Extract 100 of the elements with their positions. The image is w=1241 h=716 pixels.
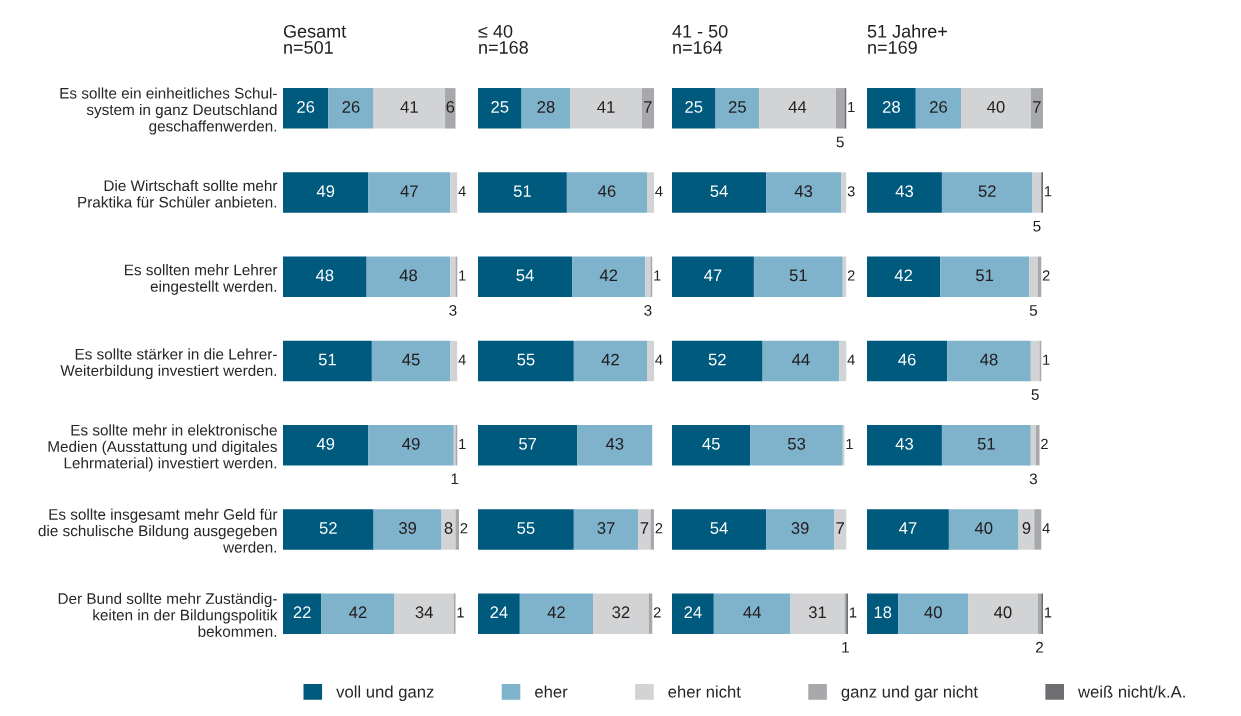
data-label: 4 bbox=[655, 354, 663, 365]
data-label: 1 bbox=[1044, 186, 1052, 197]
bar bbox=[478, 256, 573, 297]
legend-label: voll und ganz bbox=[336, 685, 434, 701]
bar bbox=[371, 340, 451, 382]
data-label: 3 bbox=[1029, 473, 1037, 485]
legend-label: weiß nicht/k.A. bbox=[1078, 685, 1185, 698]
data-label: 1 bbox=[654, 270, 661, 281]
bar bbox=[368, 172, 451, 213]
data-label: 1 bbox=[849, 607, 857, 618]
legend-label: eher bbox=[535, 685, 568, 698]
bar bbox=[321, 593, 395, 634]
data-label: 45 bbox=[702, 438, 720, 450]
bar bbox=[441, 509, 456, 550]
data-label: 54 bbox=[710, 522, 728, 534]
y-tick-label: Es sollten mehr Lehrer eingestellt werden. bbox=[125, 264, 278, 295]
bar bbox=[867, 509, 949, 550]
data-label: 1 bbox=[848, 102, 855, 113]
data-label: 1 bbox=[457, 607, 464, 618]
bar bbox=[867, 256, 941, 297]
data-label: 9 bbox=[1022, 522, 1031, 534]
chart-title: 51 Jahre+ n=169 bbox=[867, 24, 947, 54]
bar bbox=[478, 172, 567, 213]
data-label: 3 bbox=[847, 186, 855, 197]
data-label: 40 bbox=[974, 522, 993, 534]
data-label: 18 bbox=[874, 606, 892, 619]
y-tick-label: Es sollte ein einheitliches Schul- system in ganz Deutschland geschaffenwerden. bbox=[60, 87, 277, 135]
bar bbox=[941, 425, 1031, 466]
bar bbox=[940, 256, 1030, 297]
data-label: 57 bbox=[519, 438, 537, 450]
data-label: 2 bbox=[1041, 438, 1048, 449]
data-label: 51 bbox=[513, 185, 531, 198]
bar bbox=[790, 593, 845, 634]
data-label: 42 bbox=[601, 353, 619, 366]
bar bbox=[394, 593, 454, 634]
bar bbox=[672, 88, 716, 129]
data-label: 7 bbox=[644, 101, 652, 113]
data-label: 34 bbox=[415, 606, 433, 619]
data-label: 55 bbox=[517, 353, 535, 366]
bar bbox=[1030, 88, 1043, 129]
data-label: 25 bbox=[685, 101, 703, 113]
bar bbox=[573, 509, 639, 550]
bar bbox=[713, 593, 791, 634]
data-label: 1 bbox=[459, 438, 466, 449]
bar bbox=[898, 593, 969, 634]
data-label: 28 bbox=[882, 101, 900, 113]
bar bbox=[961, 88, 1031, 129]
bar bbox=[638, 509, 651, 550]
bar bbox=[283, 340, 372, 382]
bar bbox=[641, 88, 654, 129]
data-label: 2 bbox=[847, 270, 855, 281]
data-label: 51 bbox=[789, 269, 807, 282]
data-label: 1 bbox=[842, 642, 849, 653]
bar bbox=[867, 88, 916, 129]
bar bbox=[867, 425, 942, 466]
data-label: 2 bbox=[653, 607, 661, 618]
data-label: 25 bbox=[728, 101, 746, 113]
data-label: 51 bbox=[977, 438, 995, 450]
data-label: 4 bbox=[1042, 523, 1050, 534]
bar bbox=[478, 88, 522, 129]
data-label: 55 bbox=[517, 522, 535, 534]
data-label: 6 bbox=[446, 101, 455, 113]
data-label: 47 bbox=[400, 185, 418, 197]
data-label: 42 bbox=[599, 269, 618, 282]
data-label: 4 bbox=[655, 186, 663, 197]
data-label: 47 bbox=[899, 522, 917, 534]
bar bbox=[328, 88, 374, 129]
data-label: 7 bbox=[836, 522, 844, 534]
y-tick-label: Es sollte insgesamt mehr Geld für die schulische Bildung ausgegeben werden. bbox=[38, 508, 278, 553]
data-label: 48 bbox=[399, 269, 418, 282]
data-label: 1 bbox=[846, 438, 853, 449]
data-label: 46 bbox=[898, 353, 916, 366]
bar bbox=[478, 593, 520, 634]
data-label: 24 bbox=[490, 606, 508, 618]
bar bbox=[573, 340, 648, 382]
data-label: 54 bbox=[516, 269, 534, 282]
bar bbox=[672, 340, 763, 382]
bar bbox=[521, 88, 571, 129]
chart-title: Gesamt n=501 bbox=[283, 24, 347, 54]
data-label: 48 bbox=[315, 269, 334, 282]
data-label: 5 bbox=[1033, 220, 1041, 232]
data-label: 2 bbox=[655, 523, 663, 534]
data-label: 2 bbox=[460, 523, 468, 534]
data-label: 24 bbox=[684, 606, 702, 618]
bar bbox=[672, 509, 767, 550]
bar bbox=[450, 172, 458, 213]
bar bbox=[647, 340, 654, 382]
data-label: 4 bbox=[458, 354, 466, 365]
bar bbox=[373, 88, 446, 129]
bar bbox=[839, 340, 847, 382]
y-tick-label: Es sollte stärker in die Lehrer- Weiterbildung investiert werden. bbox=[60, 348, 277, 380]
data-label: 31 bbox=[808, 606, 826, 619]
data-label: 43 bbox=[794, 185, 813, 198]
data-label: 5 bbox=[836, 136, 844, 148]
bar bbox=[867, 340, 948, 382]
data-label: 39 bbox=[791, 522, 809, 534]
chart-title: ≤ 40 n=168 bbox=[478, 24, 528, 54]
bar bbox=[1030, 425, 1037, 466]
data-label: 42 bbox=[349, 606, 367, 618]
chart-title: 41 - 50 n=164 bbox=[672, 24, 728, 54]
